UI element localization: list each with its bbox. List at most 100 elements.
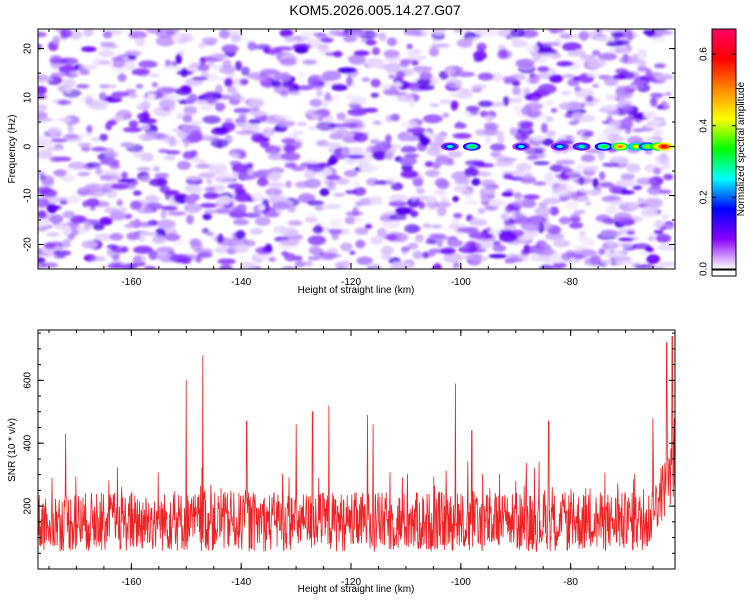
noise-blob	[479, 110, 488, 118]
noise-blob	[383, 88, 400, 96]
noise-blob	[661, 214, 669, 220]
spectrogram-x-axis: -160 -140 -120 -100 -80	[48, 29, 654, 288]
x-tick-label: -120	[341, 577, 361, 588]
noise-blob	[315, 88, 323, 97]
noise-blob	[85, 95, 93, 105]
noise-blob	[514, 216, 532, 225]
noise-blob	[515, 162, 532, 172]
noise-blob	[475, 163, 495, 168]
noise-blob	[136, 167, 151, 172]
noise-blob	[636, 58, 647, 68]
x-tick-label: -160	[121, 277, 141, 288]
noise-blob	[224, 118, 234, 123]
noise-blob	[548, 74, 564, 83]
noise-blob	[376, 227, 387, 238]
noise-blob	[369, 195, 383, 206]
noise-blob	[531, 96, 540, 103]
noise-blob	[432, 162, 441, 169]
noise-blob	[296, 121, 308, 127]
noise-blob	[148, 178, 168, 187]
noise-blob	[176, 160, 191, 170]
noise-blob	[219, 264, 233, 269]
y-tick-label: -10	[23, 188, 34, 203]
noise-blob	[254, 216, 271, 226]
noise-blob	[273, 46, 294, 51]
colorbar-frame	[711, 28, 737, 270]
noise-blob	[544, 172, 554, 183]
noise-blob	[389, 213, 407, 221]
noise-blob	[430, 224, 443, 229]
noise-blob	[592, 83, 600, 88]
noise-blob	[190, 130, 203, 139]
noise-blob	[264, 145, 281, 155]
noise-blob	[615, 179, 636, 188]
noise-blob	[422, 251, 429, 259]
noise-blob	[550, 29, 559, 34]
noise-blob	[273, 84, 294, 94]
noise-blob	[314, 206, 324, 211]
noise-blob	[418, 84, 435, 91]
noise-blob	[418, 201, 426, 210]
noise-blob	[234, 118, 247, 123]
noise-blob	[197, 252, 213, 258]
noise-blob	[285, 180, 292, 189]
noise-blob	[447, 150, 463, 158]
noise-blob	[151, 81, 159, 88]
noise-blob	[199, 57, 206, 66]
noise-blob	[128, 120, 139, 128]
signal-peak	[644, 144, 651, 149]
noise-blob	[615, 88, 632, 96]
noise-blob	[385, 134, 392, 144]
noise-blob	[581, 132, 594, 137]
noise-blob	[83, 221, 92, 231]
noise-blob	[120, 142, 135, 148]
noise-blob	[503, 173, 514, 180]
signal-peak	[616, 144, 624, 149]
noise-blob	[201, 227, 210, 234]
noise-blob	[559, 33, 573, 39]
noise-blob	[454, 178, 471, 185]
noise-blob	[400, 120, 418, 129]
noise-blob	[307, 200, 325, 206]
x-tick-label: -160	[121, 577, 141, 588]
noise-blob	[453, 29, 461, 34]
noise-blob	[567, 78, 580, 87]
noise-blob	[380, 253, 392, 261]
noise-blob	[647, 186, 663, 196]
noise-blob	[198, 172, 216, 179]
noise-blob	[88, 100, 109, 110]
noise-blob	[650, 35, 667, 44]
noise-blob	[372, 47, 380, 56]
noise-blob	[38, 110, 48, 121]
noise-blob	[475, 129, 489, 136]
noise-blob	[463, 254, 475, 260]
noise-blob	[303, 169, 316, 179]
noise-blob	[551, 264, 564, 269]
noise-blob	[544, 232, 565, 241]
noise-blob	[68, 161, 86, 170]
noise-blob	[266, 171, 282, 182]
noise-blob	[204, 209, 216, 215]
signal-peak	[446, 144, 454, 149]
noise-blob	[140, 152, 154, 162]
noise-blob	[505, 257, 523, 263]
noise-blob	[91, 146, 108, 152]
noise-blob	[627, 201, 639, 210]
noise-blob	[355, 201, 363, 207]
noise-blob	[598, 181, 615, 188]
noise-blob	[386, 234, 398, 241]
colorbar-tick-label: 0.2	[699, 190, 710, 204]
noise-blob	[524, 102, 544, 110]
noise-blob	[38, 31, 47, 38]
noise-blob	[637, 197, 645, 204]
noise-blob	[205, 97, 219, 106]
noise-blob	[598, 248, 606, 256]
noise-blob	[453, 212, 463, 219]
noise-blob	[602, 126, 622, 137]
noise-blob	[355, 239, 366, 249]
noise-blob	[545, 130, 556, 138]
noise-blob	[324, 115, 335, 122]
noise-blob	[653, 220, 665, 228]
noise-blob	[370, 92, 379, 98]
